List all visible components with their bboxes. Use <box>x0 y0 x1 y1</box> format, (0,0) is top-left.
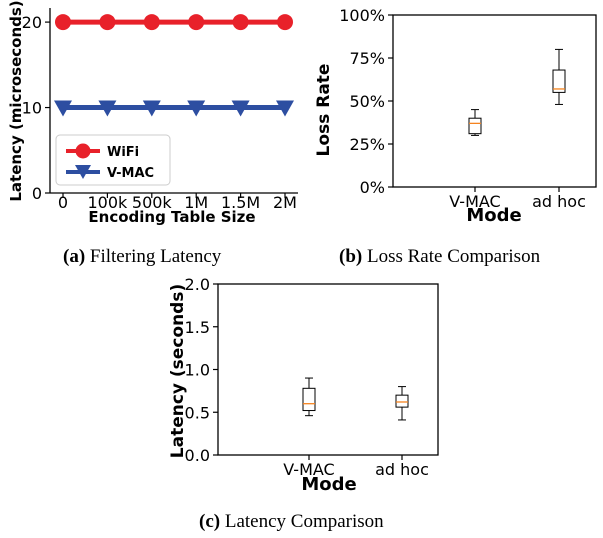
point-wifi-2 <box>143 14 160 31</box>
y-tick-label-c-0: 0.0 <box>185 446 210 465</box>
y-tick-label-a-2: 20 <box>22 13 42 32</box>
caption-b-label: (b) <box>339 246 363 267</box>
y-tick-label-a-1: 10 <box>22 99 42 118</box>
caption-c: (c) Latency Comparison <box>199 511 384 533</box>
tick-labels-a: 0 10 20 0 100k 500k 1M 1.5M 2M <box>22 13 297 212</box>
plot-frame-c <box>217 283 439 456</box>
box-c-1 <box>395 394 409 408</box>
legend-label-vmac: V-MAC <box>107 166 154 181</box>
point-v-mac-1 <box>98 100 117 117</box>
y-axis-label-b: Loss Rate <box>314 64 334 157</box>
boxes-b <box>468 48 566 136</box>
caption-a: (a) Filtering Latency <box>63 246 221 268</box>
point-wifi-5 <box>277 14 293 31</box>
y-tick-label-c-4: 2.0 <box>185 275 210 294</box>
y-tick-label-c-2: 1.0 <box>185 361 210 380</box>
y-axis-label-c: Latency (seconds) <box>168 284 188 458</box>
caption-a-label: (a) <box>63 246 86 267</box>
caption-c-label: (c) <box>199 511 221 532</box>
x-axis-label-c: Mode <box>301 474 356 495</box>
legend-marker-vmac <box>75 165 91 179</box>
caption-b-text: Loss Rate Comparison <box>366 246 541 267</box>
point-wifi-3 <box>188 14 205 31</box>
point-wifi-1 <box>99 14 116 31</box>
point-v-mac-4 <box>231 100 250 117</box>
y-tick-label-b-3: 75% <box>349 49 385 68</box>
box-c-0 <box>302 387 316 412</box>
x-tick-label-a-2: 500k <box>132 193 173 212</box>
y-tick-label-b-1: 25% <box>349 135 385 154</box>
x-tick-label-a-0: 0 <box>58 193 68 212</box>
point-v-mac-0 <box>54 100 72 117</box>
y-axis-label-a: Latency (microseconds) <box>7 0 25 201</box>
loss-rate-boxplot: Loss Rate Mode 0% 25% 50% 75% 100% V-MAC ad ho… <box>314 6 597 226</box>
tick-labels-c: 0.0 0.5 1.0 1.5 2.0 V-MAC ad hoc <box>185 275 429 479</box>
x-axis-label-a: Encoding Table Size <box>88 208 255 226</box>
latency-line-chart: Latency (microseconds) Encoding Table Si… <box>7 0 298 226</box>
tick-labels-b: 0% 25% 50% 75% 100% V-MAC ad hoc <box>339 6 586 211</box>
y-tick-label-b-0: 0% <box>360 178 385 197</box>
series-a <box>54 14 294 117</box>
x-tick-label-c-0: V-MAC <box>283 460 334 479</box>
y-tick-label-c-3: 1.5 <box>185 318 210 337</box>
x-tick-label-b-0: V-MAC <box>449 192 500 211</box>
latency-boxplot: Latency (seconds) Mode 0.0 0.5 1.0 1.5 2.0 V-… <box>168 275 439 495</box>
x-tick-label-a-3: 1M <box>184 193 208 212</box>
point-v-mac-5 <box>276 100 294 117</box>
plot-frame-b <box>392 14 597 188</box>
caption-b: (b) Loss Rate Comparison <box>339 246 540 268</box>
x-axis-label-b: Mode <box>466 205 521 226</box>
point-v-mac-3 <box>187 100 206 117</box>
caption-c-text: Latency Comparison <box>224 511 384 532</box>
point-wifi-4 <box>232 14 249 31</box>
x-tick-label-a-4: 1.5M <box>221 193 260 212</box>
x-tick-label-c-1: ad hoc <box>375 460 429 479</box>
box-b-1 <box>552 69 566 93</box>
legend-marker-wifi <box>75 143 91 159</box>
legend-label-wifi: WiFi <box>107 145 139 160</box>
x-tick-label-a-1: 100k <box>87 193 128 212</box>
y-tick-label-b-4: 100% <box>339 6 385 25</box>
point-v-mac-2 <box>142 100 161 117</box>
box-b-0 <box>468 117 482 135</box>
x-tick-label-b-1: ad hoc <box>532 192 586 211</box>
y-tick-label-b-2: 50% <box>349 92 385 111</box>
y-tick-label-a-0: 0 <box>32 184 42 203</box>
point-wifi-0 <box>55 14 71 31</box>
caption-a-text: Filtering Latency <box>89 246 222 267</box>
y-tick-label-c-1: 0.5 <box>185 403 210 422</box>
x-tick-label-a-5: 2M <box>273 193 297 212</box>
boxes-c <box>302 377 409 421</box>
